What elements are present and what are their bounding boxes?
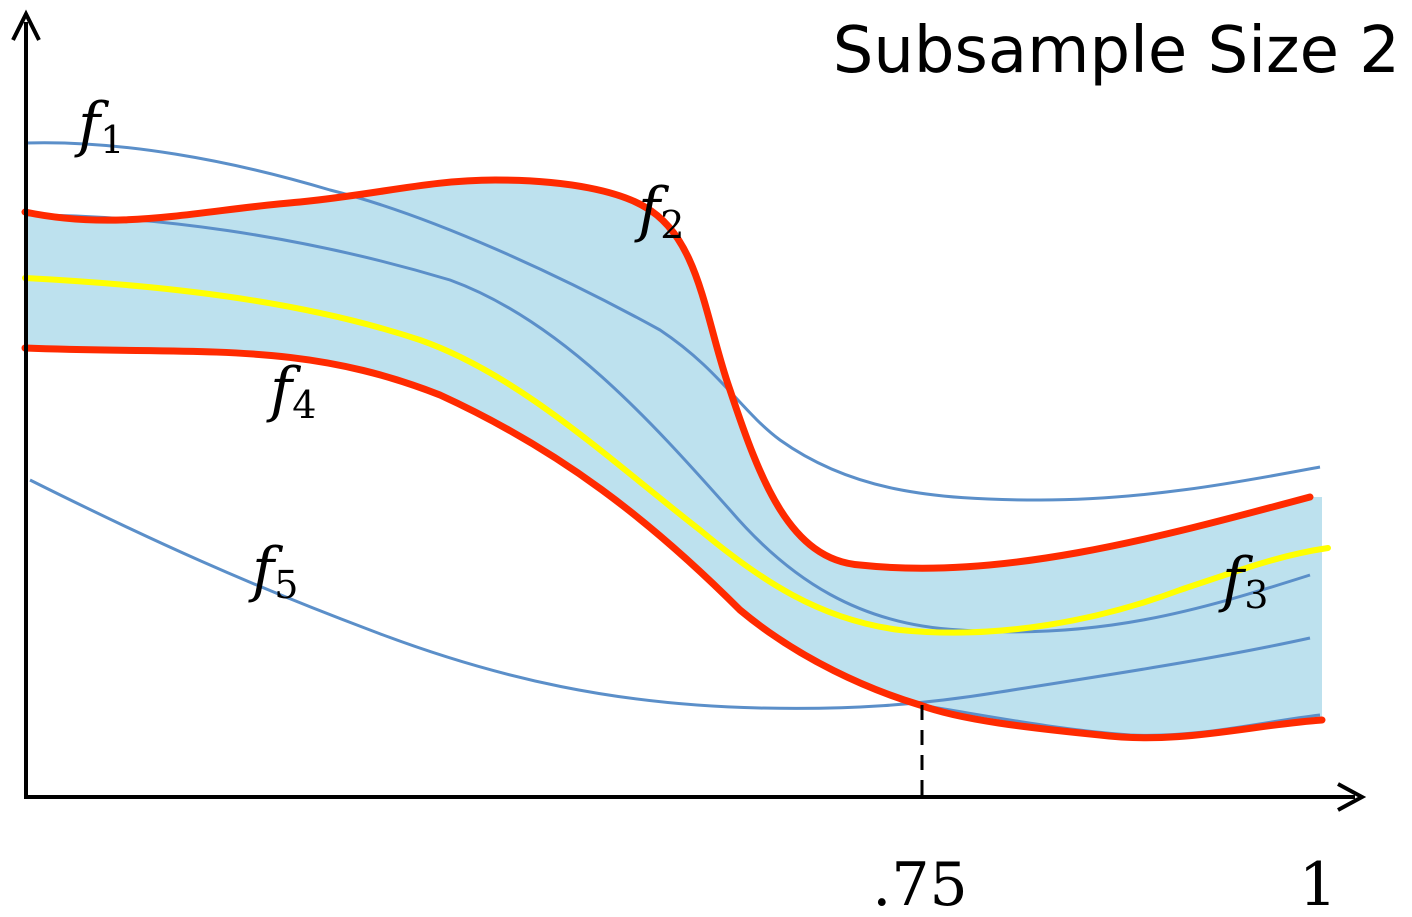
label-f2: f2 — [634, 175, 684, 247]
upper-envelope-f2 — [21, 176, 1314, 572]
x-tick-label-1: 1 — [1299, 850, 1337, 917]
y-axis-arrowhead — [11, 9, 41, 41]
median-curve — [22, 275, 1331, 636]
curve-f5 — [29, 478, 1311, 710]
label-f5: f5 — [248, 535, 298, 607]
diagram-title: Subsample Size 2 — [833, 14, 1400, 88]
curve-f3 — [24, 213, 1311, 634]
central-region-band — [25, 180, 1322, 738]
lower-envelope-f4 — [21, 344, 1326, 742]
label-f1: f1 — [74, 90, 124, 162]
curve-f1 — [24, 141, 1321, 502]
label-f4: f4 — [266, 355, 316, 427]
x-tick-label-075: .75 — [872, 850, 967, 917]
x-axis-arrowhead — [1337, 782, 1367, 812]
